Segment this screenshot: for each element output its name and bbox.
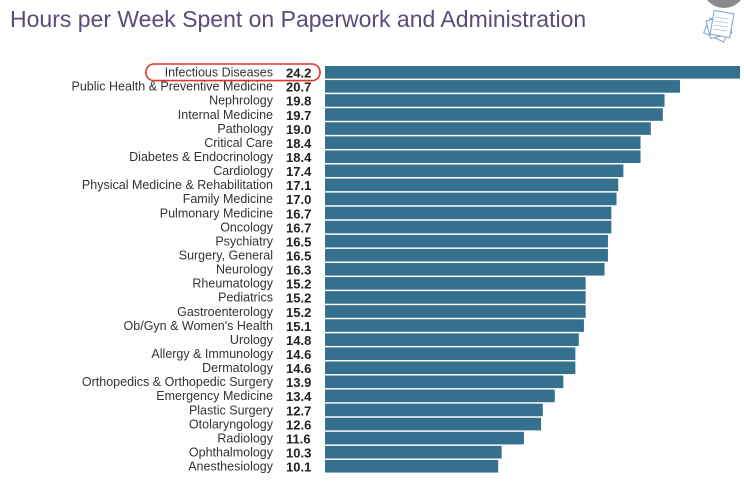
category-label: Oncology bbox=[220, 220, 274, 234]
value-label: 14.6 bbox=[286, 361, 311, 376]
bar bbox=[325, 220, 612, 234]
category-label: Nephrology bbox=[209, 94, 274, 108]
category-label: Infectious Diseases bbox=[165, 66, 273, 80]
category-label: Diabetes & Endocrinology bbox=[129, 150, 274, 164]
value-label: 24.2 bbox=[286, 66, 311, 81]
highlight-outline bbox=[145, 63, 321, 82]
corner-badge bbox=[702, 0, 744, 8]
value-label: 16.7 bbox=[286, 220, 311, 235]
bar bbox=[325, 206, 612, 220]
category-label: Physical Medicine & Rehabilitation bbox=[82, 178, 273, 192]
category-label: Ophthalmology bbox=[189, 445, 274, 459]
bar bbox=[325, 347, 576, 360]
category-label: Family Medicine bbox=[183, 192, 273, 206]
bar bbox=[325, 333, 579, 346]
value-label: 16.3 bbox=[286, 263, 311, 278]
category-label: Orthopedics & Orthopedic Surgery bbox=[82, 375, 274, 389]
bar bbox=[325, 403, 543, 417]
bar bbox=[325, 150, 641, 164]
category-label: Radiology bbox=[217, 431, 273, 445]
category-label: Anesthesiology bbox=[188, 460, 274, 474]
category-label: Pulmonary Medicine bbox=[160, 206, 273, 220]
value-label: 20.7 bbox=[286, 80, 311, 95]
category-label: Rheumatology bbox=[192, 277, 273, 291]
value-label: 15.2 bbox=[286, 291, 311, 306]
bar bbox=[325, 459, 499, 473]
category-label: Ob/Gyn & Women's Health bbox=[124, 319, 273, 333]
category-label: Emergency Medicine bbox=[156, 389, 273, 403]
bar bbox=[325, 80, 680, 93]
bar bbox=[325, 277, 586, 290]
bar bbox=[325, 375, 564, 389]
value-label: 15.2 bbox=[286, 277, 311, 292]
category-label: Plastic Surgery bbox=[189, 403, 274, 417]
bar bbox=[325, 389, 555, 403]
bar bbox=[325, 262, 605, 276]
value-label: 19.0 bbox=[286, 122, 311, 137]
category-label: Surgery, General bbox=[179, 249, 273, 263]
value-label: 12.7 bbox=[286, 403, 311, 418]
category-label: Public Health & Preventive Medicine bbox=[72, 80, 274, 94]
category-label: Internal Medicine bbox=[178, 108, 273, 122]
bar bbox=[325, 319, 584, 332]
value-label: 17.1 bbox=[286, 178, 311, 193]
category-label: Pediatrics bbox=[218, 291, 273, 305]
category-label: Psychiatry bbox=[215, 234, 273, 248]
bar bbox=[325, 192, 617, 206]
value-label: 15.2 bbox=[286, 305, 311, 320]
value-label: 19.8 bbox=[286, 94, 311, 109]
bar bbox=[325, 136, 641, 149]
category-label: Allergy & Immunology bbox=[151, 347, 273, 361]
bar bbox=[325, 305, 586, 318]
value-label: 13.9 bbox=[286, 375, 311, 390]
bar bbox=[325, 417, 542, 431]
bar bbox=[325, 431, 524, 445]
value-label: 16.5 bbox=[286, 234, 311, 249]
category-label: Cardiology bbox=[213, 164, 274, 178]
bar bbox=[325, 108, 663, 121]
value-label: 10.3 bbox=[286, 445, 311, 460]
value-label: 16.5 bbox=[286, 249, 311, 264]
category-label: Otolaryngology bbox=[189, 417, 274, 431]
bar bbox=[325, 178, 619, 192]
category-label: Urology bbox=[230, 333, 274, 347]
bar bbox=[325, 445, 502, 459]
category-label: Pathology bbox=[217, 122, 273, 136]
value-label: 15.1 bbox=[286, 319, 311, 334]
bar bbox=[325, 248, 608, 262]
paperwork-icon bbox=[702, 9, 735, 43]
value-label: 16.7 bbox=[286, 206, 311, 221]
category-label: Critical Care bbox=[204, 136, 273, 150]
value-label: 12.6 bbox=[286, 417, 311, 432]
bar bbox=[325, 66, 740, 79]
bar bbox=[325, 361, 576, 375]
chart-title: Hours per Week Spent on Paperwork and Ad… bbox=[10, 6, 587, 32]
bar bbox=[325, 234, 608, 248]
bar bbox=[325, 164, 624, 178]
value-label: 17.0 bbox=[286, 192, 311, 207]
value-label: 13.4 bbox=[286, 389, 312, 404]
bar bbox=[325, 122, 651, 135]
category-label: Gastroenterology bbox=[177, 305, 274, 319]
bar bbox=[325, 291, 586, 304]
category-label: Dermatology bbox=[202, 361, 274, 375]
value-label: 14.8 bbox=[286, 333, 311, 348]
value-label: 19.7 bbox=[286, 108, 311, 123]
value-label: 18.4 bbox=[286, 136, 312, 151]
bar bbox=[325, 94, 665, 107]
value-label: 11.6 bbox=[286, 431, 311, 446]
value-label: 17.4 bbox=[286, 164, 312, 179]
value-label: 14.6 bbox=[286, 347, 311, 362]
value-label: 18.4 bbox=[286, 150, 312, 165]
value-label: 10.1 bbox=[286, 460, 311, 475]
category-label: Neurology bbox=[216, 263, 274, 277]
